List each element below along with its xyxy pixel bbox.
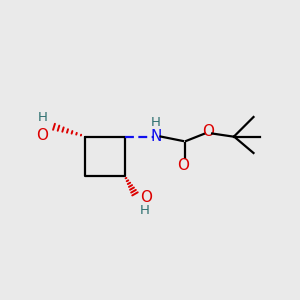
Text: N: N [150,129,162,144]
Text: H: H [151,116,161,130]
Text: O: O [140,190,152,205]
Text: H: H [38,111,48,124]
Text: O: O [36,128,48,143]
Text: O: O [202,124,214,140]
Text: H: H [140,203,150,217]
Text: O: O [177,158,189,172]
